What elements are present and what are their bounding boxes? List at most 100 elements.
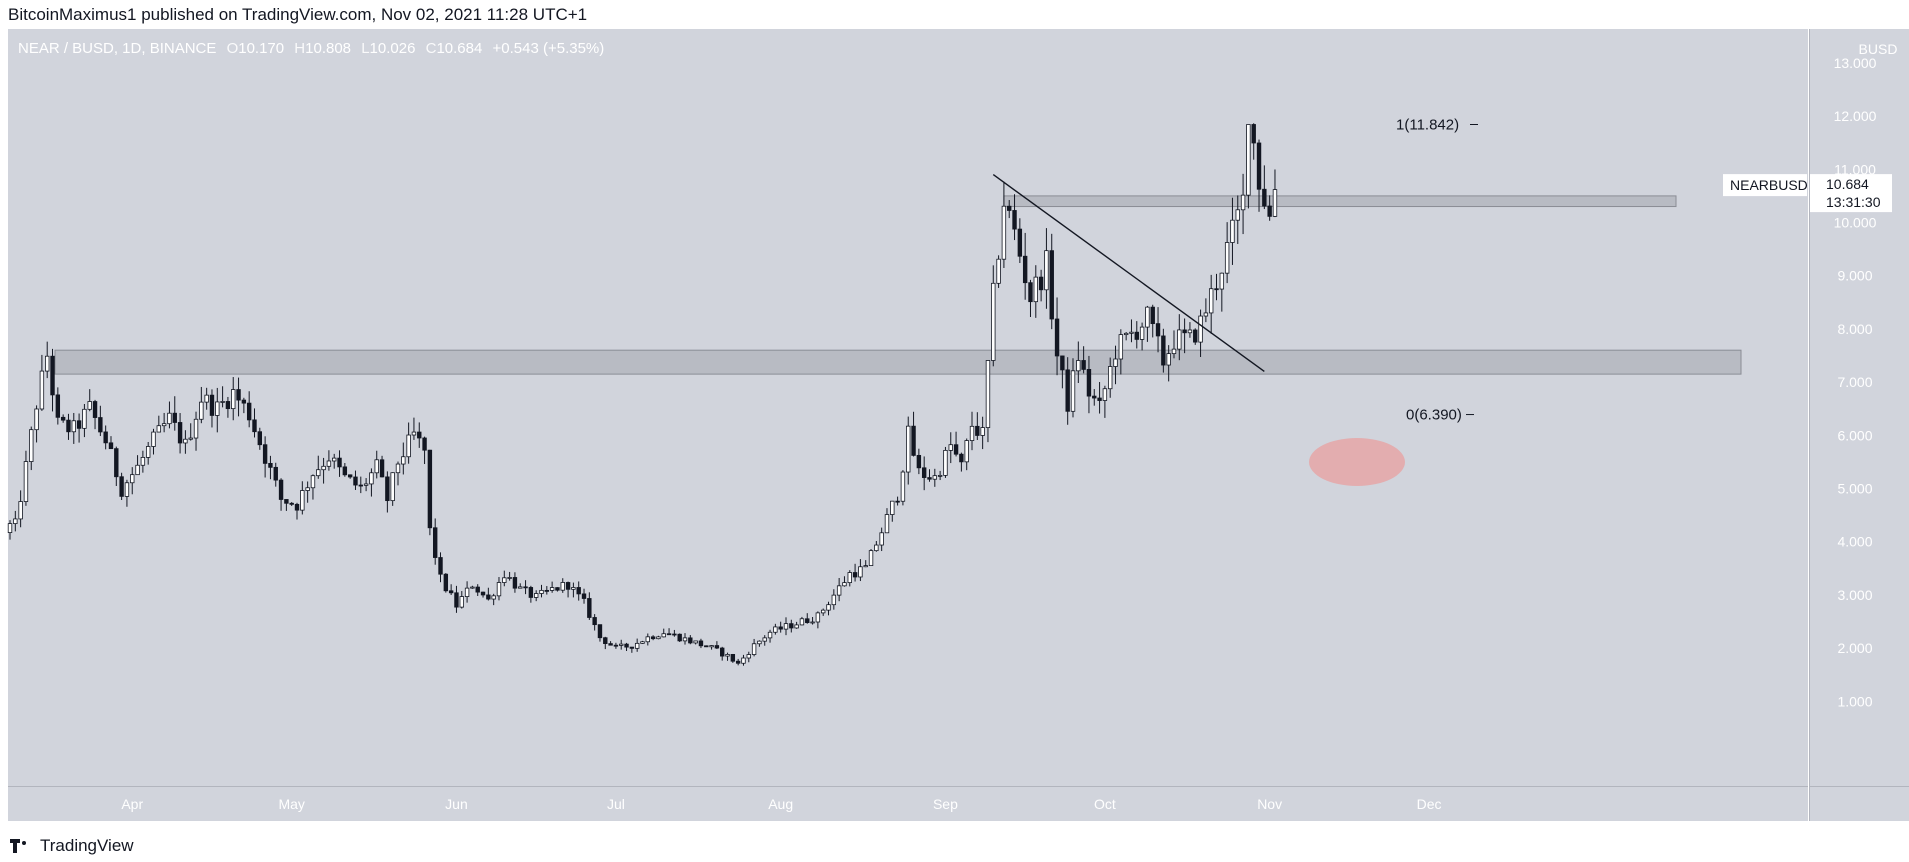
candle-body [539, 589, 544, 594]
candle [7, 520, 13, 540]
candle [177, 413, 183, 454]
candle [395, 461, 401, 486]
candle [1224, 222, 1230, 284]
candle [140, 450, 146, 473]
candle-body [948, 444, 953, 451]
candle [417, 422, 422, 448]
candle [268, 455, 273, 480]
candle [1177, 314, 1182, 361]
candle-body [236, 389, 241, 401]
candle [1134, 321, 1139, 349]
candle [337, 450, 342, 477]
candle [124, 479, 130, 507]
candle [518, 583, 523, 589]
candle-body [337, 457, 342, 468]
candle [1118, 329, 1124, 375]
price-tick-label: 7.000 [1837, 374, 1872, 390]
candle [1155, 307, 1161, 353]
candle [87, 389, 92, 412]
candle-body [608, 643, 613, 646]
candle-body [991, 282, 996, 361]
candle-body [1118, 334, 1124, 360]
candle [411, 417, 417, 440]
candle-body [549, 587, 555, 591]
candle-body [666, 633, 672, 636]
candle-body [767, 631, 773, 639]
candle [369, 468, 374, 497]
candle-body [7, 523, 13, 534]
candle [603, 636, 608, 650]
candle [725, 652, 730, 661]
candle-body [294, 503, 300, 511]
footer-brand[interactable]: TradingView [10, 833, 134, 859]
candle-body [1001, 205, 1007, 260]
last-price-countdown: 13:31:30 [1826, 194, 1881, 210]
month-tick-label: Jul [607, 796, 625, 812]
candle-body [1028, 282, 1033, 303]
candle [1028, 279, 1033, 317]
candle [1070, 358, 1076, 418]
candle-body [1113, 358, 1118, 367]
candle [374, 450, 379, 479]
candle-body [172, 412, 177, 423]
price-tick-label: 2.000 [1837, 640, 1872, 656]
candle [1033, 265, 1038, 318]
candle [220, 386, 225, 408]
brand-name: TradingView [40, 836, 134, 855]
candle [581, 588, 587, 604]
candle-body [496, 582, 502, 597]
candle-body [672, 633, 677, 636]
candle [959, 452, 964, 472]
candle-body [996, 258, 1001, 284]
chart-plot-area[interactable] [8, 29, 1808, 786]
candle [1267, 195, 1272, 221]
candle-body [55, 394, 61, 418]
candle [464, 581, 470, 603]
candle [507, 571, 512, 581]
candle-body [1049, 250, 1054, 320]
candle-body [975, 425, 980, 436]
high-label: H [294, 40, 306, 57]
candle-body [661, 633, 666, 638]
price-axis[interactable] [1809, 29, 1909, 786]
candle [332, 453, 337, 469]
month-tick-label: Apr [121, 796, 143, 812]
price-tick-label: 4.000 [1837, 534, 1872, 550]
candle [539, 584, 544, 598]
candle-body [560, 582, 565, 591]
candle [443, 573, 449, 593]
candle-body [1060, 355, 1065, 371]
candle [597, 624, 603, 642]
price-tick-label: 14.000 [1834, 2, 1877, 18]
candle [975, 412, 980, 440]
candle-body [220, 401, 225, 403]
candle [927, 469, 932, 482]
candle [1182, 318, 1187, 354]
time-axis[interactable] [8, 786, 1808, 821]
candle [576, 581, 581, 601]
candle-body [305, 487, 310, 491]
price-tick-label: 11.000 [1834, 161, 1876, 177]
candle [921, 456, 927, 491]
candle-body [720, 647, 725, 657]
candle [608, 641, 613, 646]
candle [544, 586, 550, 595]
month-tick-label: Oct [1094, 796, 1116, 812]
candle-body [512, 577, 518, 589]
candle [45, 341, 50, 379]
candle-body [135, 464, 140, 476]
candle-body [1033, 276, 1038, 303]
candle-body [1177, 329, 1182, 350]
candle-body [1193, 329, 1198, 343]
candle-body [374, 459, 379, 474]
candle [1044, 228, 1049, 309]
candle [969, 411, 975, 451]
candle [842, 576, 847, 587]
candle-body [528, 587, 534, 598]
low-value: 10.026 [369, 40, 416, 57]
candle [454, 585, 459, 613]
candle-body [1208, 288, 1214, 314]
candle [130, 467, 135, 495]
candle [459, 591, 464, 609]
last-price-symbol: NEARBUSD [1730, 177, 1808, 193]
